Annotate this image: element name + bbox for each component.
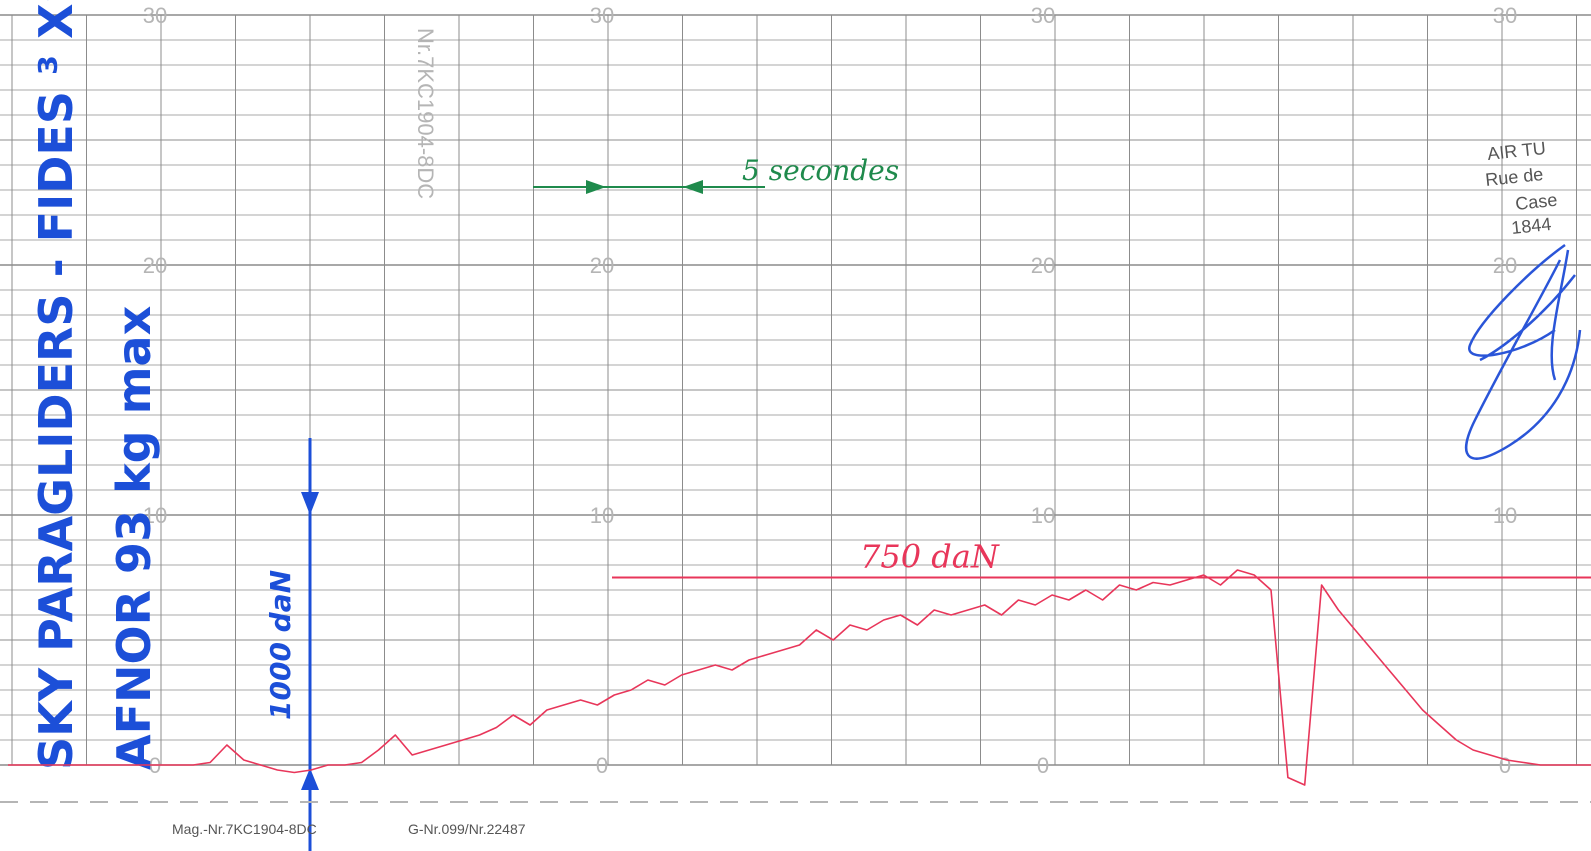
y-tick-label: 30 (1031, 3, 1055, 28)
force-trace-series (8, 569, 1591, 786)
grid (0, 14, 1591, 766)
grid-serial-label: Nr.7KC1904-8DC (413, 28, 438, 199)
y-tick-label: 0 (1499, 753, 1511, 778)
y-tick-label: 20 (1493, 253, 1517, 278)
reference-line-label: 750 daN (860, 538, 1000, 576)
stamp: AIR TU Rue de Case 1844 (1484, 138, 1558, 238)
y-tick-label: 0 (596, 753, 608, 778)
y-tick-label: 20 (590, 253, 614, 278)
y-tick-label: 10 (1493, 503, 1517, 528)
stamp-line-4: 1844 (1510, 214, 1552, 238)
title-line-2: AFNOR 93 kg max (107, 306, 161, 770)
y-tick-label: 30 (143, 3, 167, 28)
scale-arrow (301, 438, 319, 851)
y-tick-label: 10 (590, 503, 614, 528)
y-tick-label: 10 (143, 503, 167, 528)
scale-annotation-label: 1000 daN (264, 570, 297, 720)
time-marker (533, 180, 765, 194)
g-number: G-Nr.099/Nr.22487 (408, 821, 526, 837)
stamp-line-3: Case (1514, 190, 1558, 214)
time-annotation-label: 5 secondes (742, 154, 899, 187)
stamp-line-2: Rue de (1484, 164, 1544, 190)
title-line-1: SKY PARAGLIDERS - FIDES ³ XS (29, 0, 83, 770)
signature-scribble (1464, 243, 1582, 460)
y-tick-label: 10 (1031, 503, 1055, 528)
y-tick-label: 30 (1493, 3, 1517, 28)
y-tick-label: 0 (1037, 753, 1049, 778)
stamp-line-1: AIR TU (1486, 138, 1546, 164)
y-tick-label: 30 (590, 3, 614, 28)
y-tick-label: 20 (1031, 253, 1055, 278)
y-tick-label: 20 (143, 253, 167, 278)
mag-number: Mag.-Nr.7KC1904-8DC (172, 821, 317, 837)
